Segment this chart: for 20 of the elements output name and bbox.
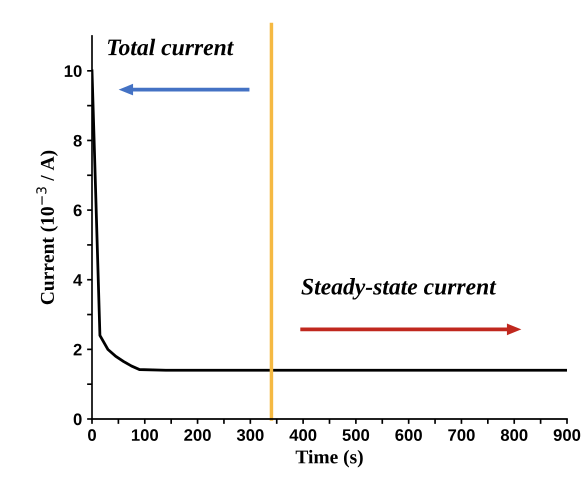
- annotation: Total current: [108, 38, 234, 56]
- x-tick-label: 900: [554, 429, 580, 441]
- x-tick-label: 100: [132, 429, 158, 441]
- y-tick-label: 10: [64, 65, 82, 78]
- x-tick-label: 600: [395, 429, 422, 441]
- y-tick-label: 4: [73, 274, 82, 286]
- y-axis-title: Current (10$^{−3}$ / A): [36, 150, 58, 304]
- y-tick-label: 2: [74, 344, 82, 356]
- x-axis-title: Time (s): [296, 450, 363, 468]
- x-tick-label: 0: [88, 429, 96, 441]
- x-tick-label: 400: [289, 429, 316, 441]
- x-tick-label: 500: [342, 429, 370, 441]
- annotation: Steady-state current: [301, 278, 496, 300]
- x-tick-label: 800: [500, 429, 528, 441]
- x-tick-label: 700: [448, 429, 475, 441]
- y-tick-label: 0: [74, 413, 82, 426]
- x-tick-label: 300: [236, 429, 264, 441]
- y-tick-label: 8: [74, 134, 82, 147]
- y-tick-label: 6: [74, 204, 82, 216]
- x-tick-label: 200: [184, 429, 211, 441]
